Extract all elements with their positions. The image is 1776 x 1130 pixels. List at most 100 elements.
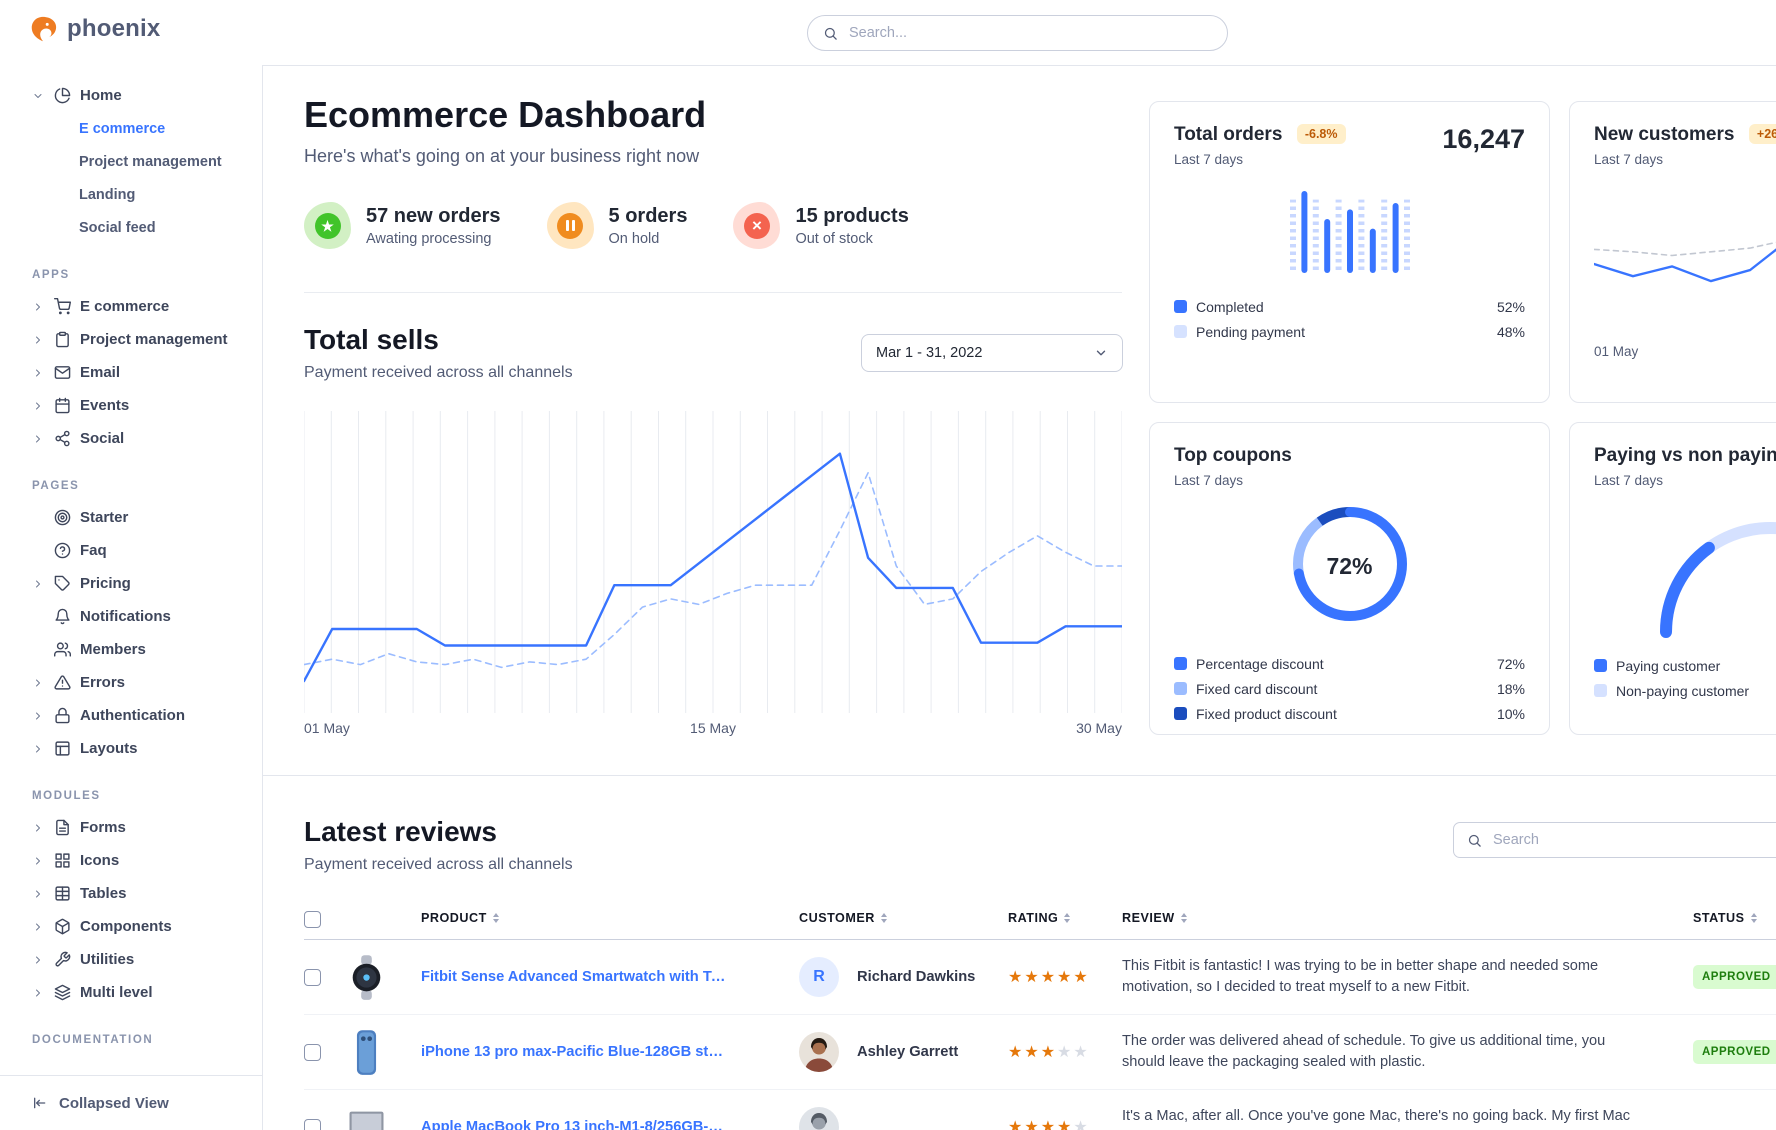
customer-photo — [799, 1032, 839, 1072]
legend-item-pending-payment: Pending payment 48% — [1174, 319, 1525, 344]
select-all-checkbox[interactable] — [304, 911, 321, 928]
table-row: Apple MacBook Pro 13 inch-M1-8/256GB-spa… — [304, 1090, 1776, 1130]
column-header-product[interactable]: PRODUCT — [421, 911, 499, 925]
product-image-laptop — [341, 1102, 392, 1130]
sidebar-item-email[interactable]: Email — [0, 356, 262, 389]
paying-title: Paying vs non paying — [1594, 445, 1776, 466]
sidebar-section-documentation: DOCUMENTATION — [32, 1034, 154, 1046]
expander — [32, 433, 45, 445]
column-header-review[interactable]: REVIEW — [1122, 911, 1187, 925]
page-title: Ecommerce Dashboard — [304, 94, 707, 135]
sidebar-item-label: Pricing — [80, 575, 131, 592]
product-link[interactable]: iPhone 13 pro max-Pacific Blue-128GB sto… — [421, 1044, 731, 1060]
sidebar-subitem-e-commerce[interactable]: E commerce — [79, 120, 166, 137]
reviews-search[interactable] — [1453, 822, 1776, 858]
reviews-search-input[interactable] — [1491, 831, 1776, 849]
legend-swatch — [1174, 657, 1187, 670]
sidebar-item-project-management[interactable]: Project management — [0, 323, 262, 356]
pie-chart-icon — [54, 87, 71, 104]
star-filled-icon: ★ — [1024, 1119, 1041, 1130]
star-filled-icon: ★ — [1073, 969, 1090, 986]
chevron-right-icon — [36, 989, 40, 996]
star-empty-icon: ★ — [1073, 1119, 1090, 1130]
sidebar-item-members[interactable]: Members — [0, 633, 262, 666]
sidebar-item-label: Social — [80, 430, 125, 447]
sidebar-item-notifications[interactable]: Notifications — [0, 600, 262, 633]
sidebar-item-multi-level[interactable]: Multi level — [0, 976, 262, 1009]
legend-label: Non-paying customer — [1616, 682, 1750, 699]
sidebar-item-authentication[interactable]: Authentication — [0, 699, 262, 732]
sidebar-subitem-landing[interactable]: Landing — [79, 186, 136, 203]
legend-item-paying-customer: Paying customer — [1594, 653, 1776, 678]
product-link[interactable]: Fitbit Sense Advanced Smartwatch with To… — [421, 969, 731, 985]
row-checkbox[interactable] — [304, 1044, 321, 1061]
row-checkbox[interactable] — [304, 1119, 321, 1130]
total-orders-value: 16,247 — [1442, 124, 1525, 154]
legend-item-completed: Completed 52% — [1174, 294, 1525, 319]
legend-label: Pending payment — [1196, 323, 1305, 340]
legend-label: Percentage discount — [1196, 655, 1324, 672]
date-range-select[interactable]: Mar 1 - 31, 2022 — [861, 334, 1123, 372]
sidebar-item-tables[interactable]: Tables — [0, 877, 262, 910]
sidebar-item-utilities[interactable]: Utilities — [0, 943, 262, 976]
stat-value: 5 orders — [608, 204, 688, 227]
sidebar-item-label: Home — [80, 87, 122, 104]
search-icon — [824, 27, 837, 40]
sidebar-item-e-commerce[interactable]: E commerce — [0, 290, 262, 323]
users-icon — [54, 642, 71, 657]
column-header-customer[interactable]: CUSTOMER — [799, 911, 887, 925]
stat-caption: Awating processing — [366, 230, 492, 247]
search-icon — [1468, 834, 1481, 847]
sidebar-item-starter[interactable]: Starter — [0, 501, 262, 534]
row-checkbox[interactable] — [304, 969, 321, 986]
product-link[interactable]: Apple MacBook Pro 13 inch-M1-8/256GB-spa… — [421, 1119, 731, 1130]
column-header-status[interactable]: STATUS — [1693, 911, 1757, 925]
expander — [32, 578, 45, 590]
table-row: Fitbit Sense Advanced Smartwatch with To… — [304, 940, 1776, 1015]
sidebar-item-components[interactable]: Components — [0, 910, 262, 943]
sidebar-item-faq[interactable]: Faq — [0, 534, 262, 567]
sidebar-item-home[interactable]: Home — [0, 79, 262, 112]
sidebar-nav: Home E commerce Project management Landing S… — [0, 65, 262, 1049]
x-stat-icon: × — [733, 202, 781, 249]
brand-logo[interactable]: phoenix — [28, 14, 160, 44]
stats-row: ★ 57 new orders Awating processing 5 orders… — [304, 202, 909, 249]
chevron-right-icon — [36, 336, 40, 343]
expander — [32, 367, 45, 379]
latest-reviews-header: Latest reviews Payment received across a… — [304, 816, 1776, 874]
sidebar-item-events[interactable]: Events — [0, 389, 262, 422]
sidebar-subitem-project-management[interactable]: Project management — [79, 153, 222, 170]
total-orders-legend: Completed 52% Pending payment 48% — [1174, 294, 1525, 344]
sidebar-item-layouts[interactable]: Layouts — [0, 732, 262, 765]
column-header-rating[interactable]: RATING — [1008, 911, 1071, 925]
total-sells-title: Total sells — [304, 324, 439, 355]
collapsed-view-toggle[interactable]: Collapsed View — [0, 1075, 262, 1130]
star-filled-icon: ★ — [1057, 1119, 1074, 1130]
star-filled-icon: ★ — [1040, 969, 1058, 986]
calendar-icon — [55, 397, 70, 414]
sidebar-item-icons[interactable]: Icons — [0, 844, 262, 877]
paying-gauge-chart — [1640, 504, 1776, 649]
sidebar-subitem-social-feed[interactable]: Social feed — [79, 219, 156, 236]
search-input[interactable] — [847, 24, 1212, 42]
status-badge: APPROVED✓ — [1693, 1040, 1776, 1064]
stats-divider — [304, 292, 1122, 293]
global-search[interactable] — [807, 15, 1228, 51]
collapsed-view-label: Collapsed View — [59, 1094, 169, 1112]
new-customers-x-label: 01 May — [1594, 344, 1639, 359]
sidebar-item-social[interactable]: Social — [0, 422, 262, 455]
top-coupons-card: Top coupons Last 7 days 72% Percentage d… — [1149, 422, 1550, 735]
sidebar-item-pricing[interactable]: Pricing — [0, 567, 262, 600]
chevron-right-icon — [36, 303, 40, 310]
sidebar-item-errors[interactable]: Errors — [0, 666, 262, 699]
home-expander — [32, 90, 45, 102]
total-sells-subtitle: Payment received across all channels — [304, 364, 573, 381]
legend-label: Fixed product discount — [1196, 705, 1337, 722]
sidebar-item-forms[interactable]: Forms — [0, 811, 262, 844]
star-filled-icon: ★ — [1040, 1119, 1058, 1130]
chevron-right-icon — [36, 857, 40, 864]
total-orders-card: Total orders -6.8% Last 7 days 16,247 Co… — [1149, 101, 1550, 403]
pause-stat-icon — [546, 202, 594, 249]
reviews-table-header: PRODUCT CUSTOMER RATING REVIEW STATUS — [304, 900, 1776, 940]
chevron-right-icon — [36, 923, 40, 930]
